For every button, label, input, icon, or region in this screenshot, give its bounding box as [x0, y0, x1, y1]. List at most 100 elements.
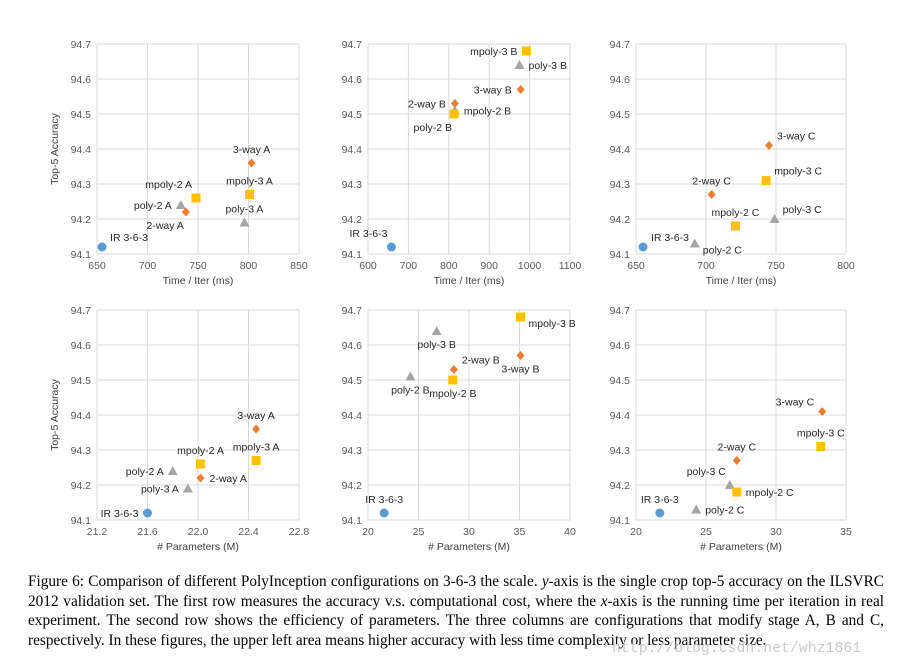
x-tick-label: 20	[362, 526, 374, 538]
point-label: 3-way B	[474, 85, 512, 97]
caption-label: Figure 6:	[28, 573, 85, 590]
point-poly-2-a	[175, 200, 186, 209]
chart-panel-5: 20 25 30 35 40 94.1 94.2 94.3 94.4 94.5 94.6 94.7 # …	[342, 305, 576, 553]
point-2-way-c	[732, 456, 741, 465]
caption-text-2: -axis is the single crop top-5 accuracy …	[28, 573, 884, 610]
y-tick-label: 94.1	[71, 249, 92, 261]
x-axis-title: Time / Iter (ms)	[706, 275, 777, 287]
x-axis-title: # Parameters (M)	[157, 541, 239, 553]
point-2-way-a	[181, 207, 190, 217]
point-3-way-c	[765, 141, 773, 150]
y-tick-label: 94.5	[71, 109, 92, 121]
point-label: mpoly-2 A	[177, 445, 224, 457]
chart-panel-4: 21.2 21.6 22.0 22.4 22.8 94.1 94.2 94.3 94.4 94.5…	[49, 305, 309, 553]
point-3-way-a	[252, 424, 261, 434]
y-tick-label: 94.3	[342, 179, 363, 191]
point-poly-3-a	[182, 483, 193, 493]
point-poly-3-c	[769, 214, 780, 223]
x-tick-label: 21.2	[87, 526, 108, 538]
x-tick-label: 22.0	[188, 526, 209, 538]
watermark: http://blog.csdn.net/whz1861	[612, 641, 862, 657]
point-3-way-c	[818, 407, 827, 416]
y-tick-label: 94.6	[71, 340, 92, 352]
point-poly-3-c	[724, 480, 735, 489]
figure-caption: Figure 6: Comparison of different PolyIn…	[28, 572, 884, 650]
y-tick-label: 94.4	[610, 144, 631, 156]
point-label: mpoly-3 B	[470, 46, 517, 58]
x-tick-label: 600	[359, 260, 377, 272]
point-mpoly-2-c	[732, 487, 742, 497]
point-mpoly-3-a	[245, 190, 255, 199]
point-ir-3-6-3	[386, 242, 396, 252]
caption-text-3: -axis is the running time per iteration …	[28, 592, 884, 649]
caption-var-x: x	[600, 592, 608, 610]
x-tick-label: 22.4	[238, 526, 259, 538]
point-2-way-b	[449, 365, 458, 374]
y-tick-label: 94.4	[342, 144, 363, 156]
point-label: mpoly-2 C	[746, 487, 794, 499]
point-label: poly-3 B	[417, 339, 456, 351]
y-tick-label: 94.6	[610, 340, 631, 352]
x-axis-title: Time / Iter (ms)	[434, 275, 505, 287]
point-3-way-a	[247, 158, 256, 168]
point-label: mpoly-3 C	[774, 166, 822, 178]
y-tick-label: 94.4	[342, 410, 363, 422]
y-tick-label: 94.6	[71, 74, 92, 86]
y-tick-label: 94.2	[610, 214, 631, 226]
point-label: 3-way A	[237, 410, 274, 422]
x-axis-title: # Parameters (M)	[428, 541, 510, 553]
y-tick-label: 94.4	[71, 410, 92, 422]
x-tick-label: 850	[290, 260, 308, 272]
y-tick-label: 94.2	[610, 480, 631, 492]
point-ir-3-6-3	[379, 508, 389, 518]
point-mpoly-3-b	[516, 312, 526, 322]
point-2-way-c	[707, 190, 716, 199]
point-label: 3-way C	[777, 131, 816, 143]
x-tick-label: 650	[627, 260, 645, 272]
x-tick-label: 30	[463, 526, 475, 538]
caption-text-1: Comparison of different PolyInception co…	[84, 573, 542, 590]
chart-panel-3: 650 700 750 800 94.1 94.2 94.3 94.4 94.5 94.6 94.7…	[610, 39, 855, 287]
point-label: poly-3 C	[783, 204, 823, 216]
point-poly-3-a	[239, 217, 250, 227]
point-label: 3-way C	[776, 397, 815, 409]
point-label: 2-way C	[692, 176, 731, 188]
x-tick-label: 20	[630, 526, 642, 538]
x-tick-label: 700	[697, 260, 715, 272]
y-tick-label: 94.7	[342, 305, 363, 317]
point-mpoly-3-a	[251, 456, 261, 465]
point-3-way-b	[516, 351, 525, 360]
x-tick-label: 750	[767, 260, 785, 272]
point-label: IR 3-6-3	[651, 232, 689, 244]
point-ir-3-6-3	[638, 242, 648, 252]
y-axis-title: Top-5 Accuracy	[49, 378, 61, 451]
y-tick-label: 94.7	[71, 305, 92, 317]
x-tick-label: 25	[700, 526, 712, 538]
point-poly-2-c	[689, 238, 700, 248]
y-tick-label: 94.5	[610, 375, 631, 387]
x-tick-label: 30	[770, 526, 782, 538]
point-label: poly-3 A	[225, 204, 263, 216]
y-tick-label: 94.3	[610, 445, 631, 457]
y-tick-label: 94.6	[342, 74, 363, 86]
point-label: mpoly-3 A	[226, 176, 273, 188]
x-tick-label: 800	[837, 260, 855, 272]
x-tick-label: 35	[514, 526, 526, 538]
point-mpoly-3-c	[761, 176, 771, 185]
point-label: mpoly-2 C	[711, 207, 759, 219]
caption-var-y: y	[541, 573, 549, 590]
x-tick-label: 800	[240, 260, 258, 272]
y-axis-title: Top-5 Accuracy	[49, 112, 61, 185]
y-tick-label: 94.4	[71, 144, 92, 156]
point-label: 2-way A	[147, 220, 184, 232]
chart-panel-6: 20 25 30 35 94.1 94.2 94.3 94.4 94.5 94.6 94.7 # Pa…	[610, 305, 852, 553]
x-tick-label: 40	[564, 526, 576, 538]
point-label: mpoly-2 B	[429, 388, 476, 400]
point-mpoly-2-b	[448, 375, 458, 385]
y-tick-label: 94.7	[342, 39, 363, 51]
point-label: IR 3-6-3	[101, 508, 139, 520]
point-2-way-b	[450, 99, 459, 108]
y-tick-label: 94.5	[342, 375, 363, 387]
point-ir-3-6-3	[97, 242, 107, 252]
